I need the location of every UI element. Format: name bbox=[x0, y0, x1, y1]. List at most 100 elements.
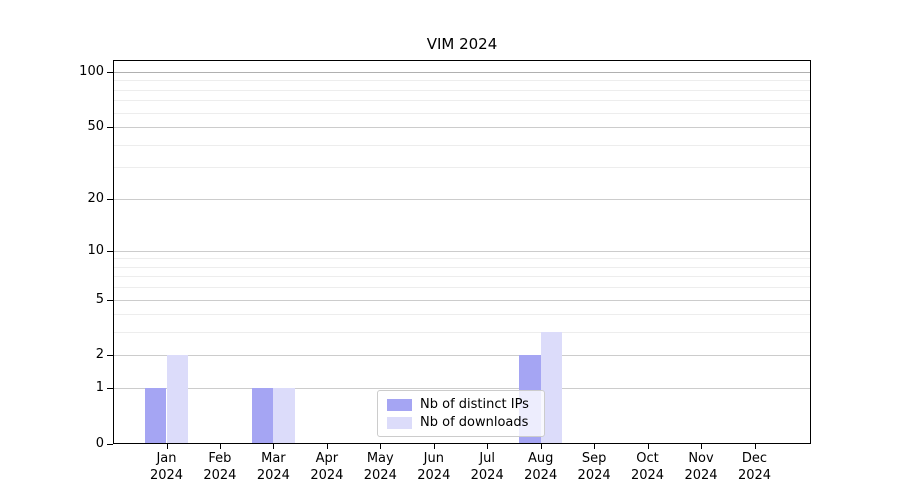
x-tick-month: Jun bbox=[423, 451, 444, 466]
x-tick bbox=[219, 444, 221, 449]
legend-label-distinct-ips: Nb of distinct IPs bbox=[420, 397, 529, 412]
gridline-minor bbox=[113, 112, 811, 114]
gridline-major bbox=[113, 388, 811, 390]
x-tick-month: Dec bbox=[741, 451, 768, 466]
x-tick-month: May bbox=[366, 451, 394, 466]
x-tick-year: 2024 bbox=[149, 467, 184, 483]
gridline-major bbox=[113, 126, 811, 128]
bar-downloads bbox=[273, 388, 295, 444]
y-tick bbox=[107, 355, 113, 357]
x-tick-label: Oct 2024 bbox=[616, 451, 680, 484]
x-tick-year: 2024 bbox=[684, 467, 718, 483]
x-tick-year: 2024 bbox=[256, 467, 290, 483]
plot-area: Nb of distinct IPs Nb of downloads bbox=[113, 60, 811, 444]
x-tick-label: Jan 2024 bbox=[135, 451, 199, 484]
x-tick bbox=[166, 444, 168, 449]
x-tick-label: Jul 2024 bbox=[455, 451, 519, 484]
gridline-minor bbox=[113, 80, 811, 82]
y-tick-label: 20 bbox=[87, 190, 104, 206]
x-tick-year: 2024 bbox=[577, 467, 611, 483]
x-tick-label: Sep 2024 bbox=[562, 451, 626, 484]
x-tick bbox=[594, 444, 596, 449]
gridline-major bbox=[113, 71, 811, 73]
x-tick-month: Mar bbox=[261, 451, 286, 466]
x-tick-year: 2024 bbox=[310, 467, 344, 483]
y-tick bbox=[107, 250, 113, 252]
y-tick bbox=[107, 444, 113, 445]
x-tick-month: Apr bbox=[315, 451, 339, 466]
gridline-minor bbox=[113, 314, 811, 316]
gridline-major bbox=[113, 299, 811, 301]
x-tick-month: Feb bbox=[208, 451, 232, 466]
x-tick bbox=[701, 444, 702, 449]
x-tick-month: Oct bbox=[636, 451, 659, 466]
y-tick-label: 100 bbox=[79, 63, 104, 79]
x-tick bbox=[326, 444, 328, 449]
x-tick bbox=[380, 444, 382, 449]
y-tick-label: 1 bbox=[95, 380, 104, 396]
legend-swatch-downloads-icon bbox=[387, 416, 412, 429]
bar-distinct-ips bbox=[145, 388, 167, 444]
x-tick-month: Sep bbox=[581, 451, 607, 466]
x-tick bbox=[540, 444, 542, 449]
legend-item-distinct-ips: Nb of distinct IPs bbox=[387, 397, 544, 412]
x-tick-year: 2024 bbox=[630, 467, 665, 483]
x-tick-year: 2024 bbox=[524, 467, 558, 483]
x-tick-label: Nov 2024 bbox=[669, 451, 733, 484]
x-tick-label: Aug 2024 bbox=[509, 451, 573, 484]
y-tick-label: 5 bbox=[95, 291, 104, 307]
grid-layer bbox=[113, 60, 811, 444]
bar-downloads bbox=[166, 355, 188, 444]
gridline-minor bbox=[113, 258, 811, 260]
x-tick-year: 2024 bbox=[363, 467, 397, 483]
x-tick-label: Jun 2024 bbox=[402, 451, 466, 484]
bar-distinct-ips bbox=[252, 388, 274, 444]
x-tick-year: 2024 bbox=[203, 467, 237, 483]
x-tick bbox=[487, 444, 489, 449]
x-tick-month: Jan bbox=[156, 451, 177, 466]
x-tick bbox=[433, 444, 435, 449]
x-tick-label: Mar 2024 bbox=[241, 451, 305, 484]
x-tick-label: Apr 2024 bbox=[295, 451, 359, 484]
y-tick-label: 0 bbox=[95, 436, 104, 451]
gridline-minor bbox=[113, 287, 811, 289]
x-tick-label: Feb 2024 bbox=[188, 451, 252, 484]
y-tick bbox=[107, 198, 113, 200]
legend-swatch-distinct-ips-icon bbox=[387, 398, 412, 411]
legend: Nb of distinct IPs Nb of downloads bbox=[377, 390, 545, 437]
y-tick-label: 2 bbox=[95, 347, 104, 363]
gridline-minor bbox=[113, 266, 811, 268]
gridline-minor bbox=[113, 276, 811, 278]
y-tick bbox=[107, 388, 113, 390]
gridline-minor bbox=[113, 167, 811, 169]
x-tick bbox=[273, 444, 275, 449]
x-tick-year: 2024 bbox=[470, 467, 504, 483]
y-tick bbox=[107, 299, 113, 301]
bar-downloads bbox=[540, 332, 563, 444]
x-tick-month: Aug bbox=[527, 451, 554, 466]
x-tick bbox=[647, 444, 649, 449]
chart-title: VIM 2024 bbox=[426, 35, 498, 53]
x-tick-month: Nov bbox=[688, 451, 714, 466]
x-tick bbox=[754, 444, 756, 449]
gridline-minor bbox=[113, 144, 811, 146]
gridline-major bbox=[113, 250, 811, 252]
gridline-minor bbox=[113, 100, 811, 102]
gridline-major bbox=[113, 198, 811, 200]
x-tick-label: Dec 2024 bbox=[723, 451, 787, 484]
x-tick-month: Jul bbox=[479, 451, 496, 466]
gridline-minor bbox=[113, 332, 811, 334]
x-tick-year: 2024 bbox=[737, 467, 772, 483]
y-tick-label: 50 bbox=[87, 118, 104, 134]
x-tick-year: 2024 bbox=[417, 467, 451, 483]
x-tick-label: May 2024 bbox=[348, 451, 412, 484]
y-tick bbox=[107, 71, 113, 73]
legend-label-downloads: Nb of downloads bbox=[420, 415, 529, 430]
legend-item-downloads: Nb of downloads bbox=[387, 415, 544, 430]
y-tick bbox=[107, 126, 113, 128]
bar-layer bbox=[113, 60, 811, 444]
y-tick-label: 10 bbox=[87, 242, 104, 258]
gridline-minor bbox=[113, 89, 811, 91]
gridline-major bbox=[113, 355, 811, 357]
